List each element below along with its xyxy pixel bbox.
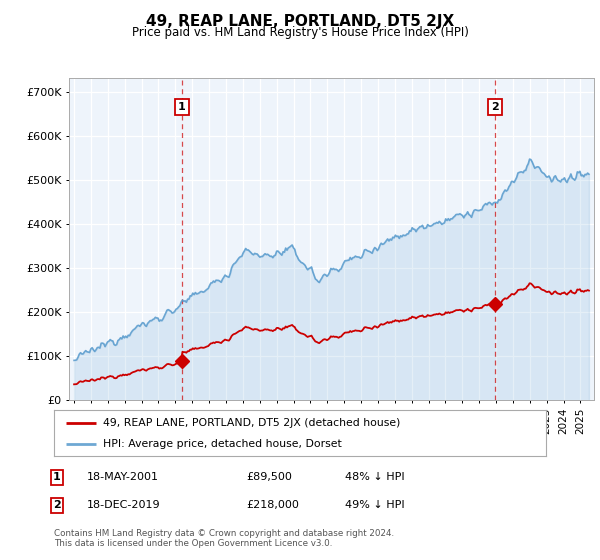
Text: 1: 1 xyxy=(53,472,61,482)
Text: £89,500: £89,500 xyxy=(246,472,292,482)
Text: This data is licensed under the Open Government Licence v3.0.: This data is licensed under the Open Gov… xyxy=(54,539,332,548)
Text: 1: 1 xyxy=(178,102,185,113)
Text: 2: 2 xyxy=(53,500,61,510)
Text: 49, REAP LANE, PORTLAND, DT5 2JX: 49, REAP LANE, PORTLAND, DT5 2JX xyxy=(146,14,454,29)
Text: 2: 2 xyxy=(491,102,499,113)
Text: 18-DEC-2019: 18-DEC-2019 xyxy=(87,500,161,510)
Text: £218,000: £218,000 xyxy=(246,500,299,510)
Text: HPI: Average price, detached house, Dorset: HPI: Average price, detached house, Dors… xyxy=(103,440,342,450)
Text: 49% ↓ HPI: 49% ↓ HPI xyxy=(345,500,404,510)
Text: Contains HM Land Registry data © Crown copyright and database right 2024.: Contains HM Land Registry data © Crown c… xyxy=(54,529,394,538)
Text: 49, REAP LANE, PORTLAND, DT5 2JX (detached house): 49, REAP LANE, PORTLAND, DT5 2JX (detach… xyxy=(103,418,401,428)
Text: 48% ↓ HPI: 48% ↓ HPI xyxy=(345,472,404,482)
Text: 18-MAY-2001: 18-MAY-2001 xyxy=(87,472,159,482)
Text: Price paid vs. HM Land Registry's House Price Index (HPI): Price paid vs. HM Land Registry's House … xyxy=(131,26,469,39)
